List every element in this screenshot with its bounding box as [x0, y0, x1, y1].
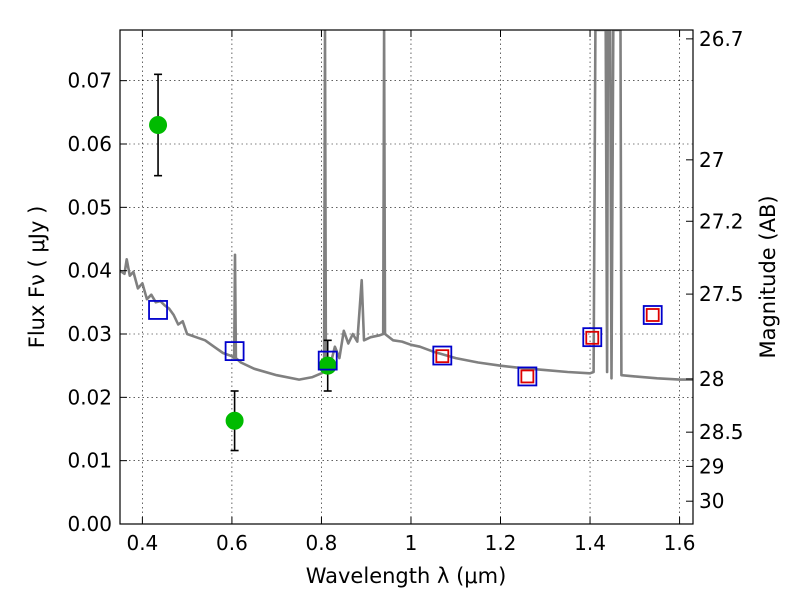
- y-axis-title: Flux Fν ( μJy ): [25, 206, 49, 349]
- mag-tick-label: 30: [699, 489, 724, 513]
- mag-tick-label: 27: [699, 148, 724, 172]
- x-tick-label: 1.4: [574, 531, 606, 555]
- model-point-blue: [432, 345, 453, 366]
- mag-tick-label: 28: [699, 367, 724, 391]
- observed-point: [149, 116, 168, 134]
- y-tick-label: 0.00: [67, 512, 112, 536]
- model-point-blue: [642, 305, 663, 325]
- model-point-blue: [224, 341, 245, 362]
- model-point-red: [520, 369, 535, 384]
- tick-layer: 0.4 0.6 0.8 1 1.2 1.4 1.6 0.00 0.01 0.02 0.03 0.04 0…: [67, 27, 743, 555]
- model-point-blue: [148, 300, 168, 320]
- y-tick-label: 0.01: [67, 449, 112, 473]
- model-point-red: [585, 330, 600, 345]
- x-tick-label: 1: [405, 531, 418, 555]
- observed-point: [225, 411, 244, 430]
- model-point-red: [435, 349, 450, 364]
- mag-tick-label: 27.5: [699, 282, 744, 306]
- x-tick-label: 1.2: [485, 531, 517, 555]
- y-tick-label: 0.05: [67, 195, 112, 219]
- x-axis-title: Wavelength λ (μm): [306, 564, 507, 588]
- plot-frame: [119, 29, 694, 525]
- observed-point: [318, 356, 337, 375]
- x-tick-label: 1.6: [664, 531, 696, 555]
- y2-axis-title: Magnitude (AB): [756, 195, 780, 358]
- model-point-blue: [582, 327, 603, 348]
- model-point-blue: [317, 350, 338, 371]
- model-point-red: [645, 308, 660, 322]
- sed-model-line: [120, 30, 693, 381]
- mag-tick-label: 27.2: [699, 209, 744, 233]
- x-tick-label: 0.4: [126, 531, 158, 555]
- y-tick-label: 0.04: [67, 259, 112, 283]
- mag-tick-label: 29: [699, 454, 724, 478]
- x-tick-label: 0.8: [306, 531, 338, 555]
- mag-tick-label: 28.5: [699, 420, 744, 444]
- mag-tick-label: 26.7: [699, 27, 744, 51]
- y-tick-label: 0.07: [67, 69, 112, 93]
- x-tick-label: 0.6: [216, 531, 248, 555]
- y-tick-label: 0.03: [67, 322, 112, 346]
- y-tick-label: 0.02: [67, 385, 112, 409]
- model-point-blue: [517, 366, 538, 387]
- y-tick-label: 0.06: [67, 132, 112, 156]
- plot-layer: [120, 30, 693, 452]
